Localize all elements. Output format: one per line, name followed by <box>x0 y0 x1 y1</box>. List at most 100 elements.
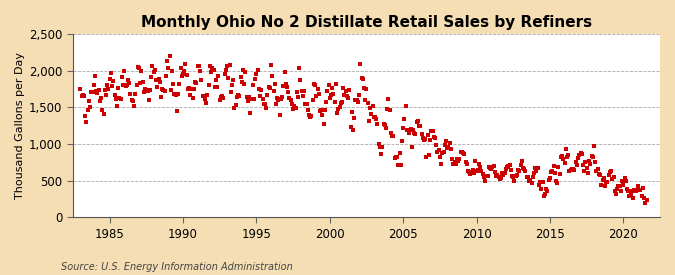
Point <box>321 100 331 104</box>
Point <box>123 77 134 82</box>
Point <box>492 173 503 177</box>
Text: Source: U.S. Energy Information Administration: Source: U.S. Energy Information Administ… <box>61 262 292 272</box>
Point <box>541 187 551 191</box>
Point <box>503 164 514 169</box>
Point <box>179 69 190 73</box>
Point <box>155 80 165 84</box>
Point <box>208 68 219 72</box>
Point <box>399 117 410 122</box>
Point <box>173 92 184 96</box>
Point <box>619 176 630 180</box>
Point <box>531 169 542 173</box>
Point <box>488 164 499 168</box>
Point <box>274 113 285 117</box>
Point <box>376 152 387 156</box>
Point <box>182 87 193 91</box>
Point <box>169 92 180 96</box>
Point <box>420 137 431 141</box>
Point <box>446 147 456 151</box>
Point <box>449 160 460 164</box>
Point <box>299 89 310 93</box>
Point <box>400 104 411 108</box>
Point <box>612 187 622 191</box>
Point <box>487 165 498 169</box>
Point <box>234 94 244 98</box>
Point <box>502 165 512 169</box>
Point <box>95 99 105 103</box>
Point <box>272 96 283 100</box>
Point <box>325 93 336 97</box>
Point <box>84 104 95 109</box>
Point <box>235 75 246 79</box>
Point <box>126 98 137 102</box>
Point <box>315 109 325 113</box>
Point <box>375 145 385 149</box>
Point <box>327 86 338 90</box>
Point <box>570 160 581 164</box>
Point <box>91 89 102 93</box>
Point <box>454 156 465 161</box>
Point <box>602 180 613 185</box>
Point <box>549 170 560 175</box>
Point <box>197 94 208 98</box>
Point <box>426 129 437 133</box>
Point <box>442 145 453 150</box>
Point <box>294 66 304 71</box>
Point <box>462 169 473 174</box>
Point <box>194 64 205 68</box>
Point <box>101 93 111 98</box>
Point <box>432 150 443 154</box>
Point <box>207 65 218 70</box>
Point <box>472 168 483 172</box>
Point <box>435 162 446 166</box>
Point <box>475 165 485 170</box>
Point <box>90 73 101 78</box>
Point <box>497 171 508 175</box>
Point <box>164 54 175 58</box>
Point <box>510 174 521 178</box>
Point <box>360 98 371 102</box>
Point <box>477 172 488 176</box>
Point <box>221 64 232 68</box>
Point <box>279 70 290 74</box>
Point <box>566 168 576 172</box>
Point <box>514 169 524 173</box>
Point <box>387 134 398 139</box>
Point <box>284 96 295 100</box>
Point <box>184 86 194 90</box>
Point <box>377 144 387 149</box>
Point <box>443 145 454 149</box>
Title: Monthly Ohio No 2 Distillate Retail Sales by Refiners: Monthly Ohio No 2 Distillate Retail Sale… <box>141 15 592 30</box>
Point <box>624 194 634 198</box>
Point <box>572 163 583 168</box>
Point <box>491 174 502 178</box>
Point <box>105 71 116 75</box>
Point <box>103 87 114 92</box>
Point <box>637 194 647 198</box>
Point <box>639 196 649 200</box>
Point <box>384 108 395 112</box>
Point <box>512 172 522 177</box>
Point <box>260 101 271 106</box>
Point <box>225 89 236 94</box>
Point <box>513 167 524 172</box>
Point <box>390 155 401 159</box>
Point <box>125 92 136 96</box>
Point <box>351 98 362 102</box>
Point <box>227 82 238 87</box>
Point <box>331 82 342 87</box>
Point <box>156 94 167 99</box>
Point <box>250 77 261 81</box>
Point <box>267 73 277 78</box>
Point <box>205 64 215 68</box>
Point <box>135 80 146 85</box>
Point <box>251 72 262 77</box>
Point <box>102 83 113 88</box>
Point <box>520 169 531 173</box>
Point <box>433 147 444 152</box>
Point <box>253 87 264 91</box>
Point <box>233 93 244 97</box>
Point <box>130 92 140 97</box>
Point <box>248 97 259 101</box>
Point <box>319 122 329 127</box>
